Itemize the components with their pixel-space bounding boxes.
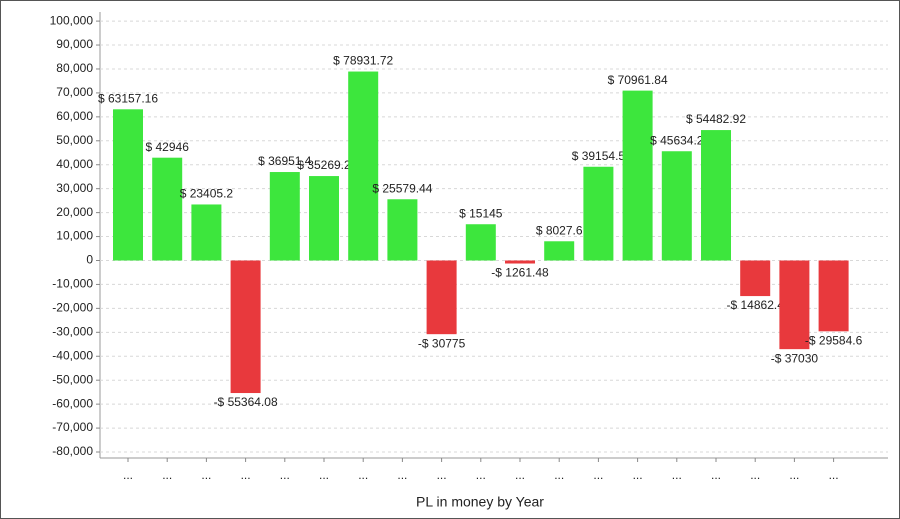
x-tick-label: ... [515, 468, 525, 482]
bar [426, 260, 457, 335]
y-tick-label: 70,000 [56, 85, 93, 99]
bar [309, 176, 339, 261]
bar [583, 166, 614, 261]
x-axis-label: PL in money by Year [416, 494, 544, 510]
y-tick-label: -20,000 [52, 301, 93, 315]
x-tick-label: ... [711, 468, 721, 482]
data-label: -$ 30775 [418, 336, 466, 350]
bar [191, 204, 222, 261]
data-label: $ 36951.4 [258, 154, 312, 168]
data-label: $ 8027.6 [536, 223, 583, 237]
x-tick-label: ... [319, 468, 329, 482]
y-tick-label: 80,000 [56, 61, 93, 75]
x-tick-label: ... [476, 468, 486, 482]
bar [387, 199, 418, 261]
data-label: $ 45634.2 [650, 133, 704, 147]
data-label: $ 35269.2 [297, 158, 351, 172]
data-label: $ 54482.92 [686, 112, 746, 126]
x-tick-label: ... [397, 468, 407, 482]
x-tick-label: ... [162, 468, 172, 482]
bar [269, 172, 300, 261]
y-tick-label: 10,000 [56, 229, 93, 243]
bar [113, 109, 143, 261]
bar [661, 151, 692, 261]
y-tick-label: 40,000 [56, 157, 93, 171]
y-tick-label: 60,000 [56, 109, 93, 123]
x-tick-label: ... [437, 468, 447, 482]
y-tick-label: 0 [86, 253, 93, 267]
y-tick-label: -60,000 [52, 396, 93, 410]
y-tick-label: -70,000 [52, 420, 93, 434]
data-label: $ 42946 [146, 140, 190, 154]
bar [505, 260, 535, 264]
bar [230, 260, 261, 394]
x-tick-label: ... [123, 468, 133, 482]
data-label: -$ 1261.48 [491, 266, 549, 280]
x-tick-label: ... [633, 468, 643, 482]
data-label: $ 23405.2 [180, 187, 234, 201]
bar [622, 90, 653, 261]
x-tick-label: ... [241, 468, 251, 482]
bar [348, 71, 379, 261]
data-label: $ 63157.16 [98, 91, 158, 105]
x-tick-label: ... [829, 468, 839, 482]
data-label: $ 15145 [459, 206, 503, 220]
x-tick-label: ... [201, 468, 211, 482]
y-tick-label: 20,000 [56, 205, 93, 219]
x-tick-label: ... [280, 468, 290, 482]
data-label: $ 39154.5 [572, 149, 626, 163]
x-tick-label: ... [593, 468, 603, 482]
bar [701, 130, 731, 261]
data-label: -$ 14862.4 [727, 298, 785, 312]
data-label: -$ 37030 [771, 351, 819, 365]
bar [465, 224, 496, 261]
x-tick-label: ... [358, 468, 368, 482]
x-tick-label: ... [750, 468, 760, 482]
y-tick-label: -80,000 [52, 444, 93, 458]
x-tick-label: ... [554, 468, 564, 482]
y-tick-label: -30,000 [52, 324, 93, 338]
bar [544, 241, 575, 261]
bar [152, 157, 183, 261]
data-label: -$ 29584.6 [805, 333, 863, 347]
data-label: $ 78931.72 [333, 54, 393, 68]
y-tick-label: -10,000 [52, 277, 93, 291]
y-tick-label: 50,000 [56, 133, 93, 147]
bar [740, 260, 771, 297]
y-tick-label: -50,000 [52, 372, 93, 386]
y-tick-label: -40,000 [52, 348, 93, 362]
data-label: $ 70961.84 [608, 73, 668, 87]
data-label: -$ 55364.08 [214, 395, 278, 409]
y-tick-label: 100,000 [50, 13, 94, 27]
y-tick-label: 30,000 [56, 181, 93, 195]
x-tick-label: ... [672, 468, 682, 482]
bar [779, 260, 810, 350]
data-label: $ 25579.44 [372, 181, 432, 195]
y-tick-label: 90,000 [56, 37, 93, 51]
bar [818, 260, 849, 332]
x-tick-label: ... [789, 468, 799, 482]
